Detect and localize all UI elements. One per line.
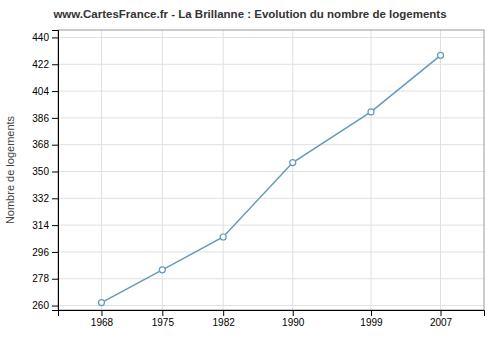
axis-line xyxy=(52,31,59,311)
tick-label: 440 xyxy=(32,32,49,43)
tick-label: 2007 xyxy=(430,317,453,328)
point xyxy=(438,52,444,58)
tick-label: 350 xyxy=(32,166,49,177)
tick: 2007 xyxy=(430,310,453,328)
tick: 386 xyxy=(32,113,58,124)
title: www.CartesFrance.fr - La Brillanne : Evo… xyxy=(52,8,446,20)
grid-line-y xyxy=(58,198,484,199)
tick-label: 332 xyxy=(32,193,49,204)
tick-mark xyxy=(52,91,58,92)
grid-line-x xyxy=(440,30,441,310)
marks xyxy=(98,52,443,305)
tick-mark xyxy=(52,37,58,38)
grid-line-x xyxy=(101,30,102,310)
tick: 422 xyxy=(32,59,58,70)
tick-label: 260 xyxy=(32,300,49,311)
tick-mark xyxy=(52,279,58,280)
plot-frame xyxy=(58,30,484,310)
tick: 278 xyxy=(32,273,58,284)
tick-mark xyxy=(52,252,58,253)
tick: 1968 xyxy=(91,310,114,328)
tick-mark xyxy=(441,310,442,316)
tick-mark xyxy=(162,310,163,316)
tick-label: 278 xyxy=(32,273,49,284)
tick-label: 314 xyxy=(32,220,49,231)
tick: 1999 xyxy=(360,310,383,328)
tick: 1990 xyxy=(282,310,305,328)
grid-line-y xyxy=(58,91,484,92)
chart-container: 1968 1975 1982 1990 1999 2007 260 278 296 314 332 3… xyxy=(0,0,500,340)
grid-line-y xyxy=(58,251,484,252)
tick: 1975 xyxy=(152,310,175,328)
tick-mark xyxy=(52,64,58,65)
grid-line-y xyxy=(58,278,484,279)
tick-label: 1999 xyxy=(360,317,383,328)
point xyxy=(368,109,374,115)
tick-label: 422 xyxy=(32,59,49,70)
axis-line xyxy=(59,311,485,317)
y-axis-label: Nombre de logements xyxy=(4,115,16,224)
chart-svg: 1968 1975 1982 1990 1999 2007 260 278 296 314 332 3… xyxy=(0,0,500,340)
plot-area: 1968 1975 1982 1990 1999 2007 260 278 296 314 332 3… xyxy=(32,30,484,328)
tick-label: 386 xyxy=(32,113,49,124)
tick-label: 404 xyxy=(32,86,49,97)
grid-line-x xyxy=(292,30,293,310)
tick: 332 xyxy=(32,193,58,204)
tick-label: 1990 xyxy=(282,317,305,328)
grid xyxy=(58,30,484,310)
grid-line-y xyxy=(58,171,484,172)
tick-label: 368 xyxy=(32,139,49,150)
tick-mark xyxy=(371,310,372,316)
tick-mark xyxy=(293,310,294,316)
x-axis: 1968 1975 1982 1990 1999 2007 xyxy=(59,310,485,328)
tick-mark xyxy=(52,306,58,307)
line xyxy=(101,55,440,302)
point xyxy=(159,267,165,273)
tick: 1982 xyxy=(213,310,236,328)
point xyxy=(98,300,104,306)
grid-line-y xyxy=(58,305,484,306)
grid-line-y xyxy=(58,37,484,38)
grid-line-y xyxy=(58,144,484,145)
tick: 350 xyxy=(32,166,58,177)
tick-mark xyxy=(52,118,58,119)
tick-label: 1975 xyxy=(152,317,175,328)
tick-mark xyxy=(52,171,58,172)
tick-mark xyxy=(223,310,224,316)
grid-line-x xyxy=(370,30,371,310)
tick: 296 xyxy=(32,247,58,258)
tick: 404 xyxy=(32,86,58,97)
tick: 260 xyxy=(32,300,58,311)
grid-line-y xyxy=(58,225,484,226)
tick-mark xyxy=(52,145,58,146)
tick-mark xyxy=(101,310,102,316)
tick-mark xyxy=(52,225,58,226)
tick: 314 xyxy=(32,220,58,231)
y-axis: 260 278 296 314 332 350 368 386 404 422 440 xyxy=(32,31,58,312)
point xyxy=(220,234,226,240)
tick: 368 xyxy=(32,139,58,150)
tick-mark xyxy=(52,198,58,199)
grid-line-y xyxy=(58,117,484,118)
point xyxy=(290,160,296,166)
tick-label: 1968 xyxy=(91,317,114,328)
tick-label: 1982 xyxy=(213,317,236,328)
tick: 440 xyxy=(32,32,58,43)
grid-line-x xyxy=(223,30,224,310)
tick-label: 296 xyxy=(32,247,49,258)
grid-line-y xyxy=(58,64,484,65)
